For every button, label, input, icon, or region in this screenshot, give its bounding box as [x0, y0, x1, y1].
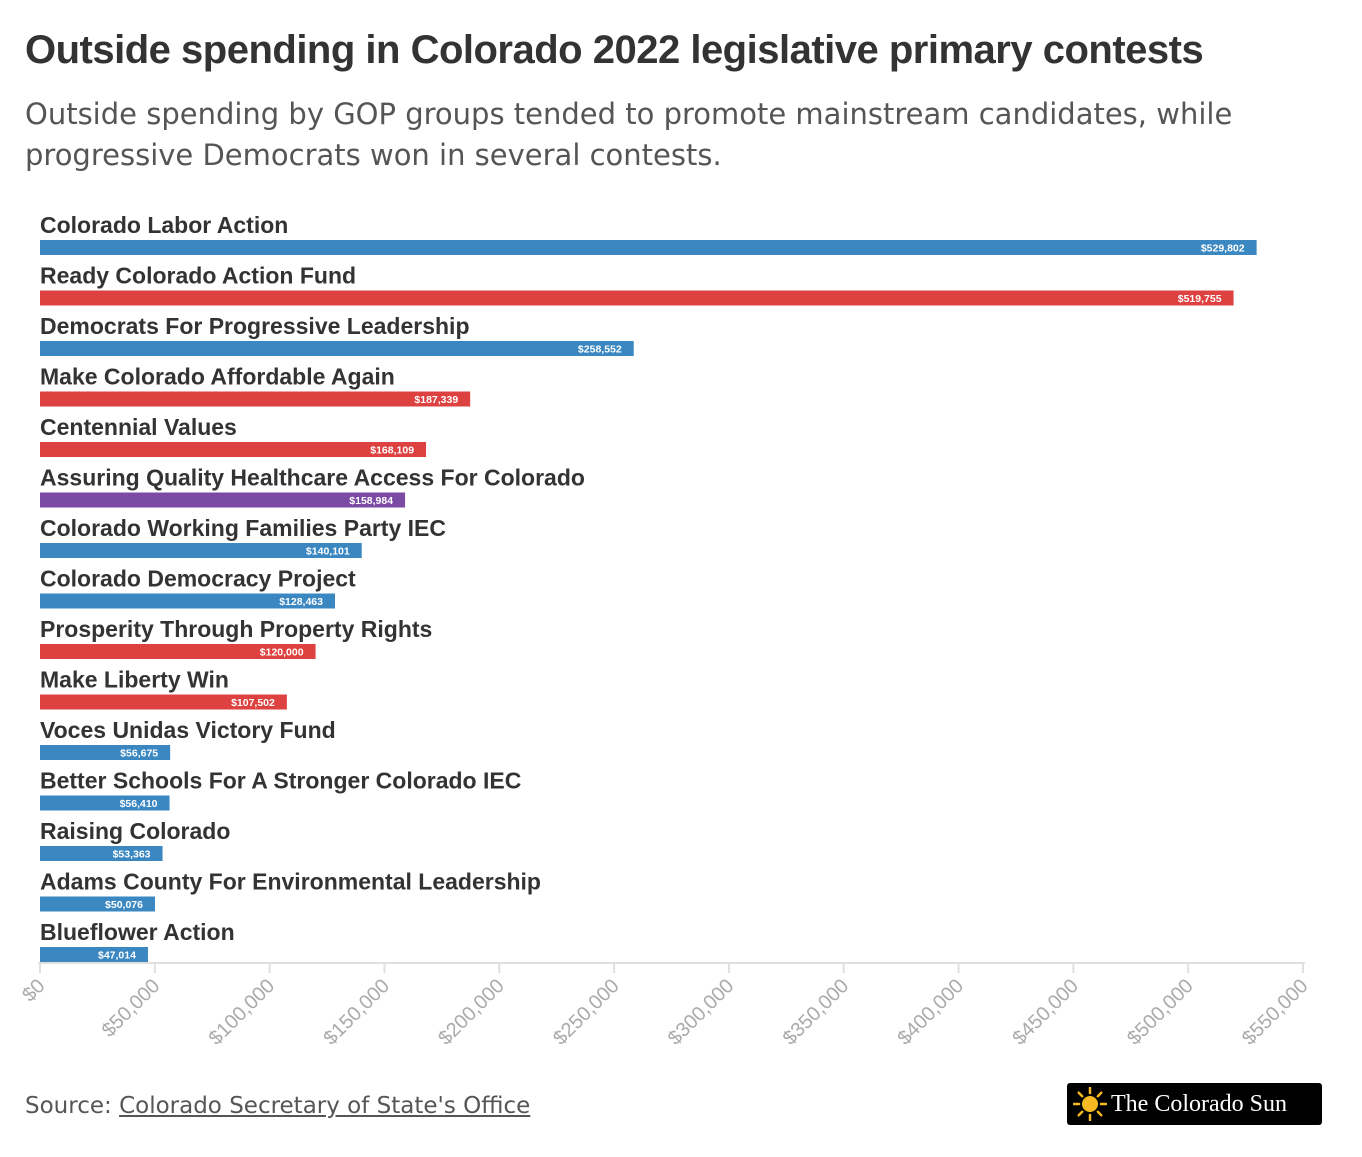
bar[interactable]	[40, 947, 148, 962]
sun-icon	[1073, 1087, 1107, 1121]
bar[interactable]	[40, 896, 155, 912]
x-tick-label: $400,000	[894, 975, 969, 1050]
bar-value-label: $168,109	[370, 445, 414, 457]
x-tick-label: $100,000	[205, 975, 280, 1050]
x-tick-label: $200,000	[434, 975, 509, 1050]
bar-value-label: $258,552	[578, 344, 622, 356]
category-label: Make Colorado Affordable Again	[40, 364, 395, 390]
bar-value-label: $107,502	[231, 697, 275, 709]
bar-value-label: $56,410	[120, 798, 158, 810]
x-tick-label: $300,000	[664, 975, 739, 1050]
bar-value-label: $158,984	[349, 495, 393, 507]
x-tick-label: $350,000	[779, 975, 854, 1050]
category-label: Adams County For Environmental Leadershi…	[40, 869, 541, 895]
x-tick-label: $250,000	[549, 975, 624, 1050]
category-label: Ready Colorado Action Fund	[40, 263, 356, 289]
category-label: Colorado Working Families Party IEC	[40, 515, 446, 541]
bar[interactable]	[40, 341, 634, 356]
colorado-sun-logo: The Colorado Sun	[1067, 1083, 1322, 1125]
bar-value-label: $56,675	[120, 748, 158, 760]
bar[interactable]	[40, 442, 427, 457]
bar[interactable]	[40, 694, 287, 710]
source-note: Source: Colorado Secretary of State's Of…	[25, 1093, 530, 1119]
category-label: Centennial Values	[40, 414, 237, 440]
category-label: Colorado Labor Action	[40, 212, 288, 238]
bar-value-label: $50,076	[105, 899, 143, 911]
bar[interactable]	[40, 795, 170, 811]
bar[interactable]	[40, 492, 406, 508]
category-label: Colorado Democracy Project	[40, 566, 356, 592]
bar[interactable]	[40, 593, 335, 609]
bar-value-label: $187,339	[414, 394, 458, 406]
source-link[interactable]: Colorado Secretary of State's Office	[119, 1093, 531, 1119]
x-tick-label: $50,000	[98, 975, 165, 1042]
bar-value-label: $53,363	[113, 849, 151, 861]
category-label: Assuring Quality Healthcare Access For C…	[40, 465, 585, 491]
bar[interactable]	[40, 543, 362, 558]
bar[interactable]	[40, 846, 163, 861]
x-tick-label: $0	[18, 975, 49, 1006]
chart-title: Outside spending in Colorado 2022 legisl…	[25, 28, 1204, 72]
bar[interactable]	[40, 391, 471, 407]
source-prefix: Source:	[25, 1093, 120, 1119]
bar-value-label: $529,802	[1201, 243, 1245, 255]
category-label: Democrats For Progressive Leadership	[40, 313, 470, 339]
x-tick-label: $500,000	[1123, 975, 1198, 1050]
category-label: Raising Colorado	[40, 818, 230, 844]
bar[interactable]	[40, 290, 1234, 306]
bar[interactable]	[40, 644, 316, 659]
bar[interactable]	[40, 745, 171, 760]
bar-value-label: $128,463	[279, 596, 323, 608]
bar-value-label: $47,014	[98, 950, 136, 962]
x-tick-label: $450,000	[1008, 975, 1083, 1050]
x-tick-label: $550,000	[1238, 975, 1313, 1050]
category-label: Make Liberty Win	[40, 667, 229, 693]
bar[interactable]	[40, 240, 1257, 255]
bar-chart: Colorado Labor Action $529,802 Ready Color…	[18, 212, 1313, 1050]
category-label: Blueflower Action	[40, 919, 235, 945]
category-label: Better Schools For A Stronger Colorado I…	[40, 768, 521, 794]
logo-text: The Colorado Sun	[1111, 1090, 1287, 1117]
chart-subtitle: Outside spending by GOP groups tended to…	[25, 97, 1233, 172]
bar-value-label: $120,000	[260, 647, 304, 659]
category-label: Voces Unidas Victory Fund	[40, 717, 336, 743]
bar-value-label: $140,101	[306, 546, 350, 558]
category-label: Prosperity Through Property Rights	[40, 616, 432, 642]
bar-value-label: $519,755	[1178, 293, 1222, 305]
x-tick-label: $150,000	[319, 975, 394, 1050]
